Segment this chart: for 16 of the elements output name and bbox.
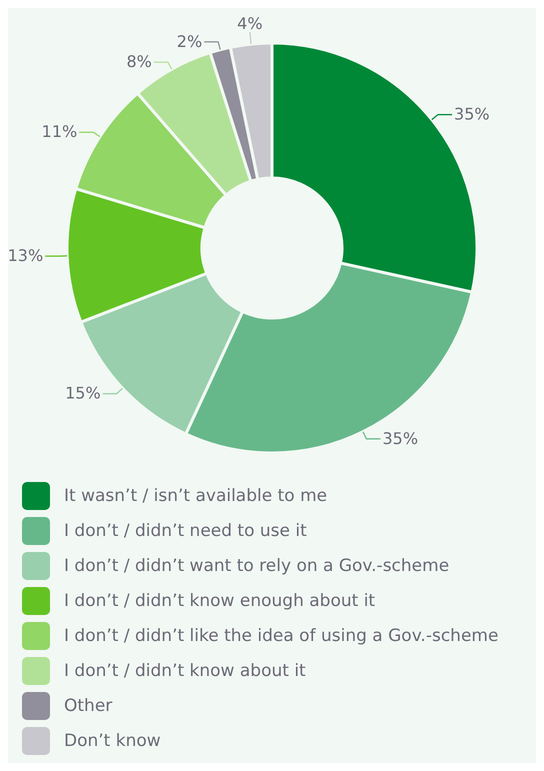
- legend-label: I don’t / didn’t know about it: [64, 660, 306, 680]
- data-label: 2%: [176, 32, 202, 51]
- legend-label: I don’t / didn’t know enough about it: [64, 590, 376, 610]
- data-label: 35%: [382, 428, 418, 448]
- data-label: 4%: [237, 14, 263, 34]
- legend-label: I don’t / didn’t want to rely on a Gov.-scheme: [64, 556, 450, 576]
- data-label: 35%: [454, 104, 490, 124]
- data-label: 8%: [126, 52, 152, 72]
- legend-label: It wasn’t / isn’t available to me: [64, 486, 328, 506]
- data-label: 15%: [65, 384, 101, 403]
- legend-label: Other: [64, 696, 112, 716]
- legend-label: I don’t / didn’t need to use it: [64, 520, 307, 540]
- legend-label: I don’t / didn’t like the idea of using a Gov.-scheme: [64, 626, 498, 646]
- legend-label: Don’t know: [64, 730, 161, 750]
- data-label: 11%: [42, 122, 78, 142]
- data-label: 13%: [8, 246, 44, 266]
